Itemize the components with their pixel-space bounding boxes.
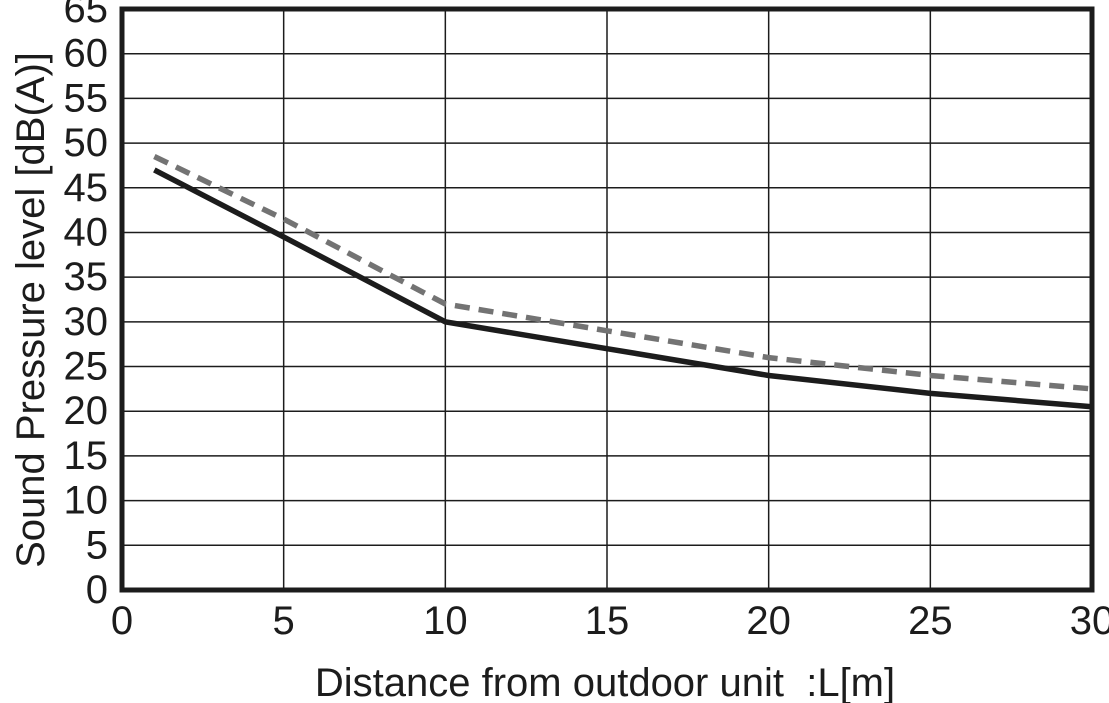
y-tick-label: 45 <box>64 166 109 210</box>
y-tick-label: 25 <box>64 345 109 389</box>
x-axis-tick-labels: 0 5 10 15 20 25 30 <box>111 599 1109 643</box>
x-tick-label: 30 <box>1070 599 1109 643</box>
y-tick-label: 30 <box>64 300 109 344</box>
y-tick-label: 10 <box>64 479 109 523</box>
y-tick-label: 0 <box>86 568 108 612</box>
y-tick-label: 35 <box>64 255 109 299</box>
y-tick-label: 50 <box>64 121 109 165</box>
plot-border <box>119 6 1095 593</box>
gridlines <box>121 8 1093 591</box>
series-dashed-line <box>153 154 1093 392</box>
y-axis-title: Sound Pressure level [dB(A)] <box>9 52 53 568</box>
x-tick-label: 20 <box>746 599 791 643</box>
data-series <box>153 154 1093 410</box>
y-tick-label: 55 <box>64 76 109 120</box>
y-tick-label: 5 <box>86 523 108 567</box>
x-tick-label: 0 <box>111 599 133 643</box>
y-tick-label: 15 <box>64 434 109 478</box>
y-tick-label: 65 <box>64 0 109 31</box>
y-tick-label: 60 <box>64 32 109 76</box>
x-tick-label: 5 <box>273 599 295 643</box>
series-solid-line <box>153 167 1093 410</box>
x-tick-label: 10 <box>423 599 468 643</box>
y-tick-label: 40 <box>64 210 109 254</box>
x-tick-label: 25 <box>908 599 953 643</box>
x-tick-label: 15 <box>585 599 630 643</box>
y-tick-label: 20 <box>64 389 109 433</box>
x-axis-title: Distance from outdoor unit :L[m] <box>315 661 895 703</box>
